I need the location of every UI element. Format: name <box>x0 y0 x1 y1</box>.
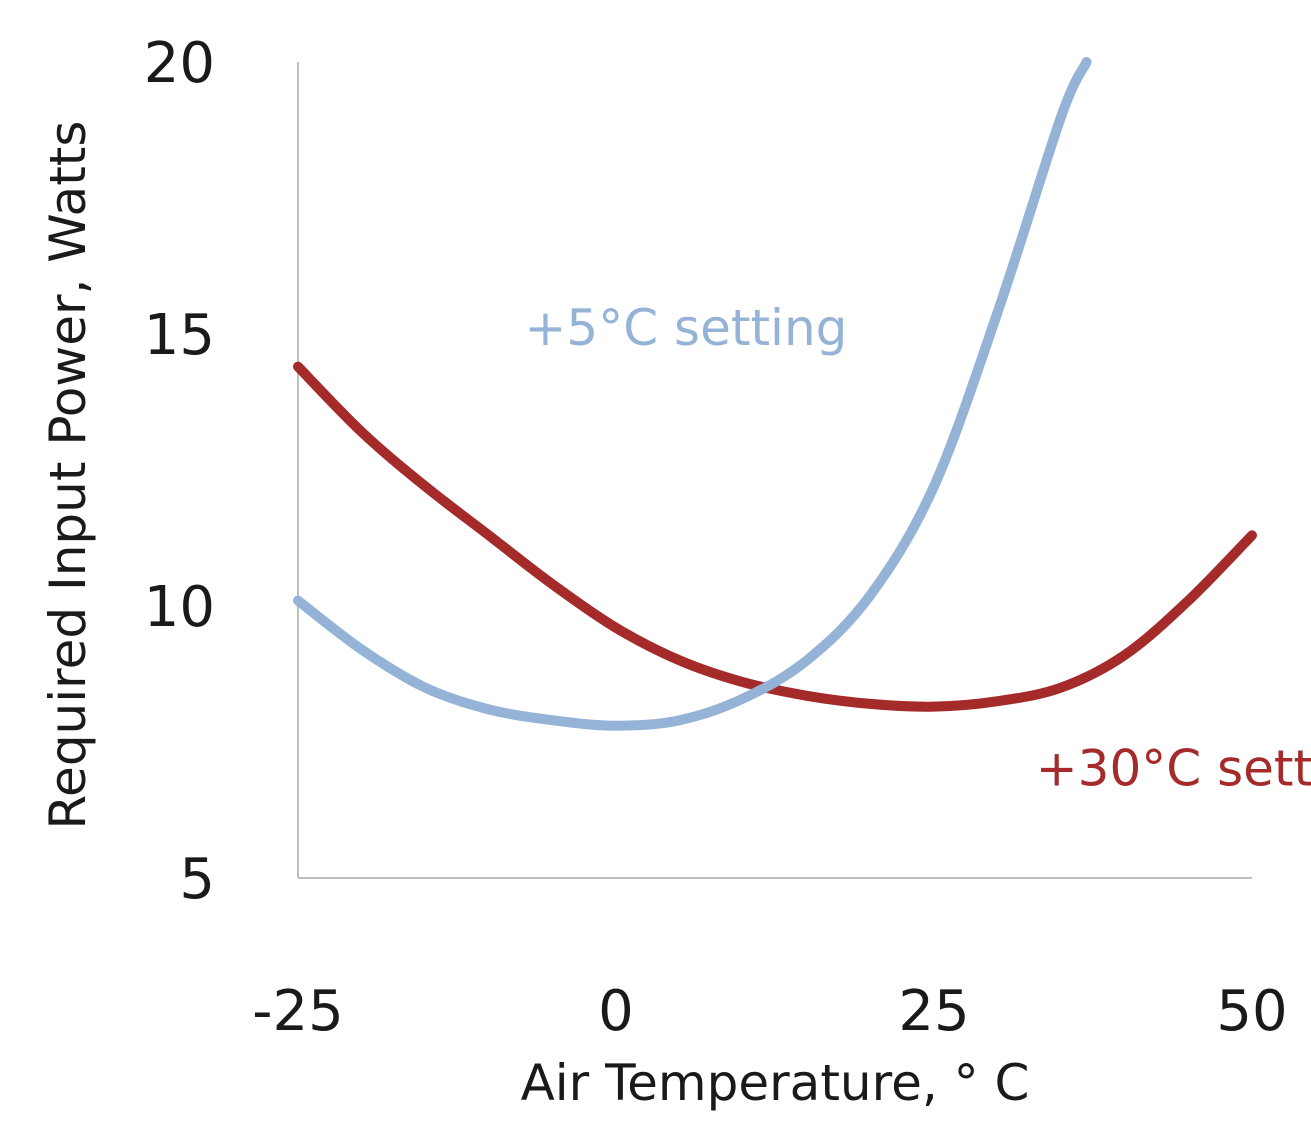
x-tick-label: 25 <box>898 979 969 1044</box>
series-label-plus30c: +30°C setting <box>1036 740 1311 798</box>
y-tick-label: 15 <box>144 303 215 368</box>
y-tick-label: 20 <box>144 31 215 96</box>
x-tick-label: 50 <box>1216 979 1287 1044</box>
series-line-plus5c <box>293 57 1092 731</box>
series-label-plus5c: +5°C setting <box>525 299 848 357</box>
y-axis-title: Required Input Power, Watts <box>39 121 97 830</box>
x-tick-label: 0 <box>598 979 634 1044</box>
y-tick-label: 5 <box>179 847 215 912</box>
series-lines <box>293 57 1257 731</box>
axes <box>297 62 1252 879</box>
x-axis-title: Air Temperature, ° C <box>521 1054 1030 1112</box>
series-labels: +5°C setting +30°C setting <box>525 299 1311 798</box>
x-tick-label: -25 <box>252 979 343 1044</box>
x-tick-labels: -25 0 25 50 <box>252 979 1287 1044</box>
y-tick-label: 10 <box>144 575 215 640</box>
y-tick-labels: 5 10 15 20 <box>144 31 215 912</box>
series-line-plus30c <box>293 361 1257 712</box>
